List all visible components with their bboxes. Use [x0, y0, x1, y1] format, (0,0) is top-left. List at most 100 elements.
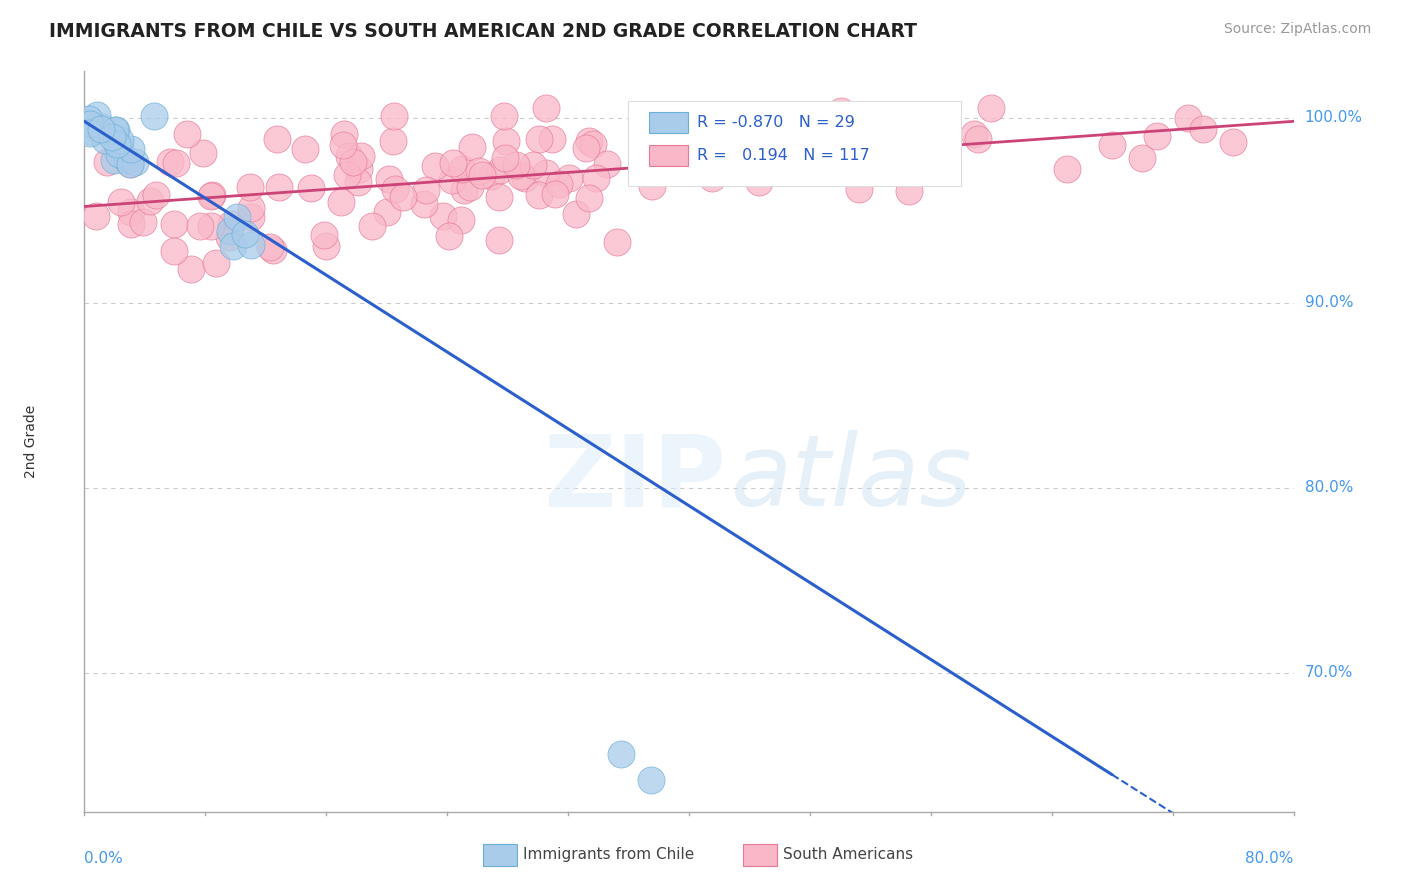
Point	[471, 169, 494, 183]
Point	[492, 109, 515, 123]
Point	[342, 155, 364, 169]
Point	[162, 217, 184, 231]
Bar	[484, 844, 517, 866]
Point	[468, 164, 491, 178]
Text: 100.0%: 100.0%	[1305, 110, 1362, 125]
Point	[96, 155, 118, 169]
Point	[585, 170, 607, 185]
Point	[384, 182, 406, 196]
Point	[665, 123, 688, 137]
Point	[578, 191, 600, 205]
Point	[79, 117, 101, 131]
Point	[120, 142, 142, 156]
Text: 2nd Grade: 2nd Grade	[24, 405, 38, 478]
Point	[259, 240, 281, 254]
Text: 0.0%: 0.0%	[84, 851, 124, 865]
Point	[115, 153, 138, 168]
Point	[103, 153, 125, 167]
Point	[858, 122, 880, 136]
Point	[163, 244, 186, 259]
Text: R =   0.194   N = 117: R = 0.194 N = 117	[697, 148, 870, 163]
Point	[84, 209, 107, 223]
Point	[515, 171, 537, 186]
Point	[262, 243, 284, 257]
Point	[90, 122, 112, 136]
Text: 70.0%: 70.0%	[1305, 665, 1353, 681]
Point	[918, 157, 941, 171]
Point	[312, 228, 335, 243]
Point	[332, 138, 354, 153]
Point	[893, 153, 915, 167]
Point	[848, 182, 870, 196]
Point	[218, 230, 240, 244]
Point	[382, 109, 405, 123]
Point	[862, 127, 884, 141]
Point	[233, 227, 256, 241]
Point	[1130, 152, 1153, 166]
Point	[640, 773, 662, 788]
Point	[330, 194, 353, 209]
Point	[339, 149, 361, 163]
Point	[139, 194, 162, 208]
Point	[193, 146, 215, 161]
Point	[375, 205, 398, 219]
Text: South Americans: South Americans	[783, 847, 914, 863]
FancyBboxPatch shape	[628, 101, 962, 186]
Point	[201, 187, 224, 202]
Point	[218, 224, 240, 238]
Point	[641, 178, 664, 193]
Point	[347, 162, 370, 177]
Point	[91, 120, 114, 134]
Point	[505, 157, 527, 171]
Point	[105, 123, 128, 137]
Point	[488, 190, 510, 204]
Point	[315, 239, 337, 253]
Text: ZIP: ZIP	[544, 430, 727, 527]
Point	[565, 207, 588, 221]
Point	[534, 102, 557, 116]
Point	[350, 149, 373, 163]
Point	[108, 147, 131, 161]
Text: Source: ZipAtlas.com: Source: ZipAtlas.com	[1223, 22, 1371, 37]
Point	[980, 102, 1002, 116]
Point	[967, 132, 990, 146]
Point	[541, 132, 564, 146]
Point	[527, 188, 550, 202]
Point	[79, 126, 101, 140]
Point	[450, 213, 472, 227]
Point	[432, 209, 454, 223]
Point	[378, 172, 401, 186]
Point	[188, 219, 211, 233]
Text: R = -0.870   N = 29: R = -0.870 N = 29	[697, 115, 855, 130]
Point	[180, 261, 202, 276]
Point	[120, 157, 142, 171]
Point	[1222, 135, 1244, 149]
Point	[176, 127, 198, 141]
Point	[360, 219, 382, 233]
Text: 80.0%: 80.0%	[1246, 851, 1294, 865]
Point	[294, 143, 316, 157]
Point	[110, 195, 132, 210]
Point	[1192, 121, 1215, 136]
Point	[336, 168, 359, 182]
Point	[392, 190, 415, 204]
Point	[269, 180, 291, 194]
Point	[240, 237, 263, 252]
Point	[100, 130, 122, 145]
Point	[200, 219, 222, 234]
Point	[548, 177, 571, 191]
Text: 80.0%: 80.0%	[1305, 480, 1353, 495]
Point	[898, 184, 921, 198]
Point	[415, 184, 437, 198]
Point	[423, 159, 446, 173]
Point	[575, 141, 598, 155]
Point	[740, 119, 762, 133]
Point	[239, 180, 262, 194]
Point	[522, 158, 544, 172]
Point	[79, 112, 101, 126]
Point	[104, 123, 127, 137]
Point	[453, 183, 475, 197]
Point	[143, 110, 166, 124]
Point	[120, 204, 142, 219]
Point	[226, 210, 249, 224]
